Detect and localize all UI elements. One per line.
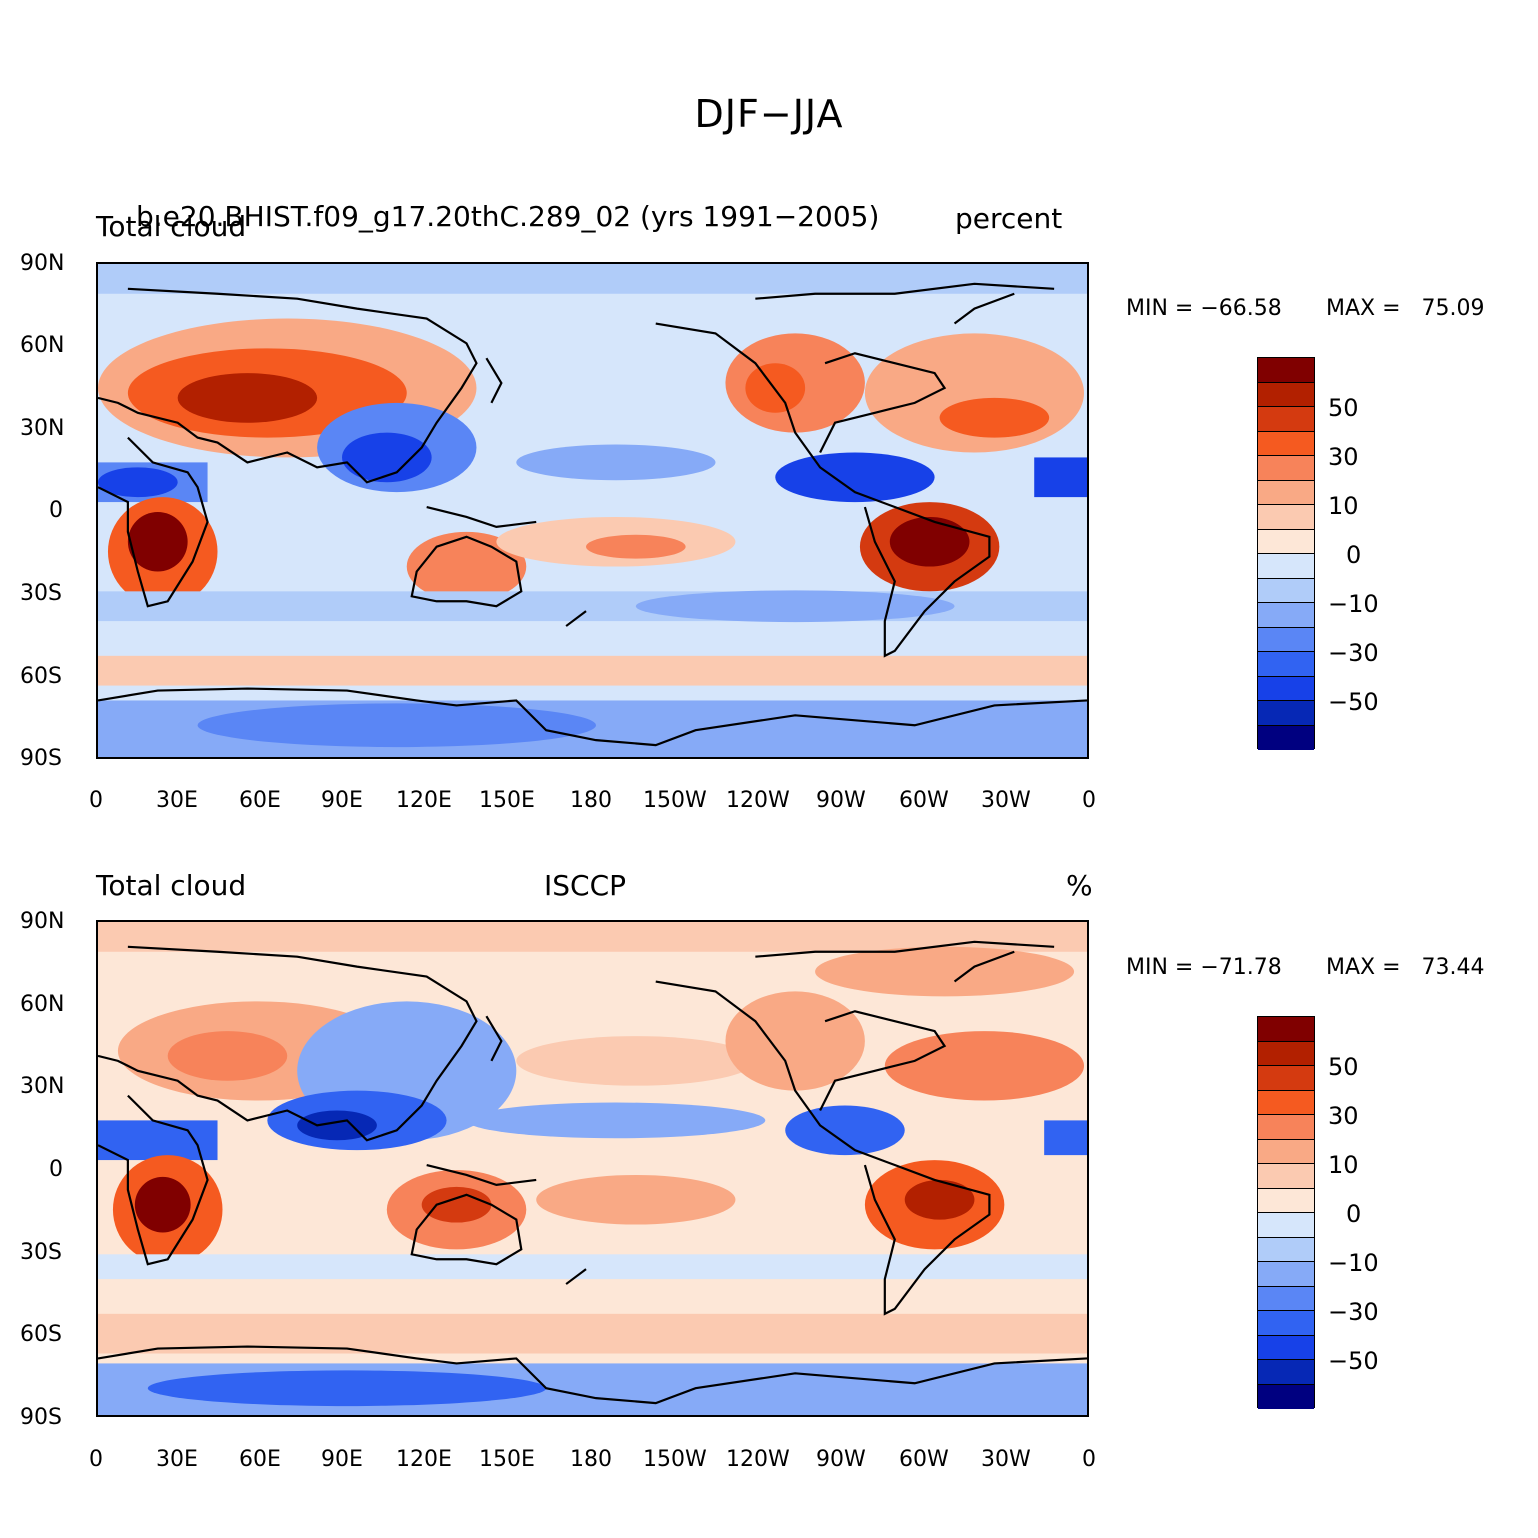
panel2-lon-label: 90E (321, 1447, 363, 1472)
panel2-lat-label: 60S (20, 1322, 62, 1347)
panel2-colorbar-label: −30 (1328, 1298, 1379, 1326)
panel2-lon-label: 120W (726, 1447, 790, 1472)
panel1-lon-label: 60W (899, 788, 949, 813)
panel1-lon-label: 90E (321, 788, 363, 813)
panel1-colorbar-label: −50 (1328, 688, 1379, 716)
panel1-lat-label: 90N (20, 251, 65, 276)
panel2-lat-label: 90S (20, 1405, 62, 1430)
panel1-lon-label: 90W (816, 788, 866, 813)
panel1-lon-label: 120E (396, 788, 452, 813)
panel2-lat-label: 60N (20, 992, 65, 1017)
panel2-max-label: MAX = 73.44 (1326, 955, 1485, 980)
panel2-colorbar-label: 30 (1328, 1102, 1359, 1130)
panel2-lon-label: 180 (570, 1447, 612, 1472)
panel2-colorbar-label: 50 (1328, 1053, 1359, 1081)
panel1-lon-label: 150W (643, 788, 707, 813)
panel2-colorbar-label: −10 (1328, 1249, 1379, 1277)
panel2-right-title: % (1066, 869, 1093, 902)
panel2-lon-label: 30E (156, 1447, 198, 1472)
panel1-lon-label: 150E (479, 788, 535, 813)
panel1-lat-label: 60S (20, 664, 62, 689)
panel1-min-label: MIN = −66.58 (1126, 296, 1282, 321)
panel1-lat-label: 60N (20, 333, 65, 358)
panel2-lon-label: 120E (396, 1447, 452, 1472)
panel1-lat-label: 30N (20, 416, 65, 441)
panel2-lat-label: 30S (20, 1240, 62, 1265)
panel2-map (96, 920, 1089, 1417)
panel2-lon-label: 150W (643, 1447, 707, 1472)
panel1-colorbar-label: −10 (1328, 590, 1379, 618)
panel2-colorbar-label: 10 (1328, 1151, 1359, 1179)
panel1-colorbar-label: 50 (1328, 394, 1359, 422)
panel1-lat-label: 90S (20, 746, 62, 771)
panel1-lon-label: 30E (156, 788, 198, 813)
panel1-colorbar (1257, 357, 1315, 750)
panel1-lon-label: 180 (570, 788, 612, 813)
panel2-lon-label: 30W (981, 1447, 1031, 1472)
panel2-lon-label: 0 (1082, 1447, 1096, 1472)
panel1-colorbar-label: 0 (1346, 541, 1362, 569)
panel2-lat-label: 30N (20, 1074, 65, 1099)
panel2-lon-label: 60W (899, 1447, 949, 1472)
panel1-lon-label: 0 (1082, 788, 1096, 813)
panel1-right-title: percent (955, 202, 1063, 235)
panel1-lon-label: 0 (89, 788, 103, 813)
panel1-lon-label: 120W (726, 788, 790, 813)
panel1-left-title: Total cloud (96, 210, 247, 243)
panel2-lon-label: 90W (816, 1447, 866, 1472)
panel1-colorbar-label: 30 (1328, 443, 1359, 471)
panel1-colorbar-label: 10 (1328, 492, 1359, 520)
panel1-center-title: b.e20.BHIST.f09_g17.20thC.289_02 (yrs 19… (136, 200, 880, 233)
panel2-min-label: MIN = −71.78 (1126, 955, 1282, 980)
panel1-lat-label: 0 (49, 498, 63, 523)
panel1-colorbar-label: −30 (1328, 639, 1379, 667)
panel2-left-title: Total cloud (96, 869, 247, 902)
panel2-lon-label: 150E (479, 1447, 535, 1472)
panel2-colorbar (1257, 1016, 1315, 1409)
panel1-lon-label: 60E (239, 788, 281, 813)
panel1-map-svg (98, 264, 1087, 757)
panel2-colorbar-label: −50 (1328, 1347, 1379, 1375)
panel2-lon-label: 0 (89, 1447, 103, 1472)
panel1-map (96, 262, 1089, 759)
panel1-lon-label: 30W (981, 788, 1031, 813)
panel1-max-label: MAX = 75.09 (1326, 296, 1485, 321)
panel2-colorbar-label: 0 (1346, 1200, 1362, 1228)
panel2-lon-label: 60E (239, 1447, 281, 1472)
main-title: DJF−JJA (694, 92, 844, 136)
panel2-map-svg (98, 922, 1087, 1415)
panel2-center-title: ISCCP (544, 869, 627, 902)
panel2-lat-label: 0 (49, 1157, 63, 1182)
panel1-lat-label: 30S (20, 581, 62, 606)
panel2-lat-label: 90N (20, 909, 65, 934)
